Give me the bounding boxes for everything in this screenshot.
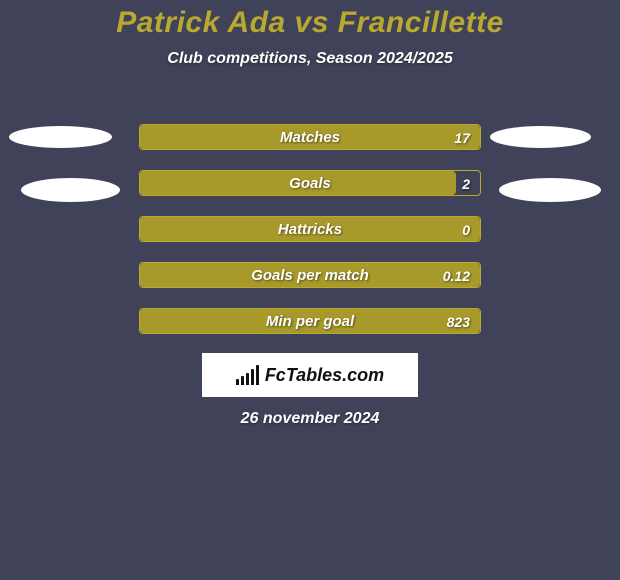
page-title: Patrick Ada vs Francillette (0, 0, 620, 40)
stat-row: Goals per match0.12 (139, 262, 481, 288)
stat-label: Matches (140, 125, 480, 151)
player-right-photo-1 (490, 126, 591, 148)
stat-label: Min per goal (140, 309, 480, 335)
logo-text: FcTables.com (265, 365, 384, 386)
stats-container: Matches17 Goals2 Hattricks0 Goals per match… (139, 124, 481, 354)
comparison-card: Patrick Ada vs Francillette Club competi… (0, 0, 620, 580)
stat-label: Goals (140, 171, 480, 197)
stat-value: 0 (462, 217, 470, 243)
stat-row: Goals2 (139, 170, 481, 196)
logo-bars-icon (236, 365, 259, 385)
snapshot-date: 26 november 2024 (0, 410, 620, 428)
stat-row: Matches17 (139, 124, 481, 150)
player-left-photo-2 (21, 178, 120, 202)
fctables-logo[interactable]: FcTables.com (202, 353, 418, 397)
player-right-photo-2 (499, 178, 601, 202)
stat-value: 0.12 (443, 263, 470, 289)
stat-value: 2 (462, 171, 470, 197)
stat-row: Hattricks0 (139, 216, 481, 242)
stat-value: 823 (447, 309, 470, 335)
stat-value: 17 (454, 125, 470, 151)
subtitle: Club competitions, Season 2024/2025 (0, 50, 620, 68)
stat-label: Goals per match (140, 263, 480, 289)
stat-row: Min per goal823 (139, 308, 481, 334)
player-left-photo-1 (9, 126, 112, 148)
stat-label: Hattricks (140, 217, 480, 243)
